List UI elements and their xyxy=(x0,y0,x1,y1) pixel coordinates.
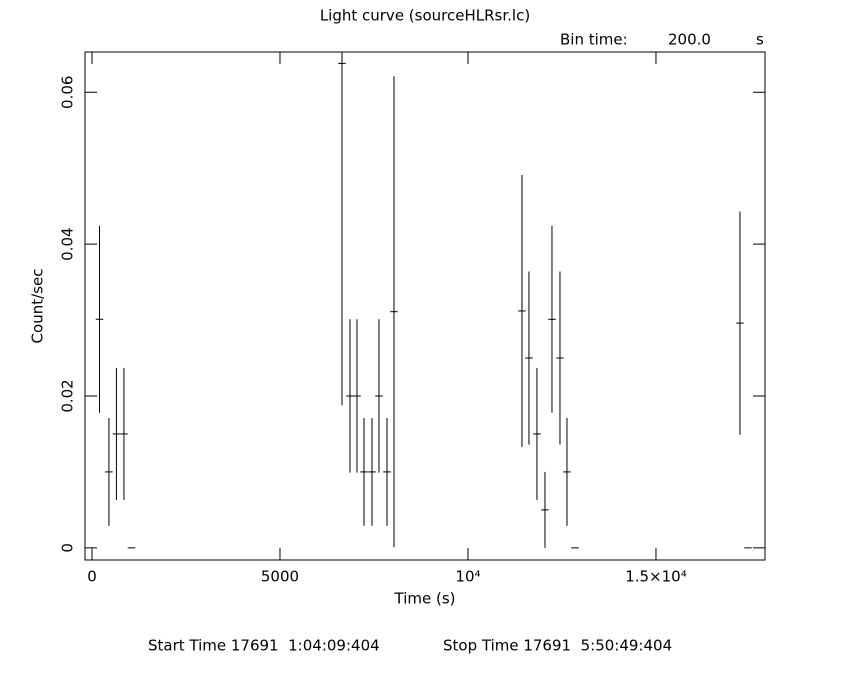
x-tick-label: 0 xyxy=(87,568,97,586)
stop-time: Stop Time 17691 5:50:49:404 xyxy=(443,637,672,655)
x-tick-label: 10⁴ xyxy=(455,568,480,586)
y-tick-label: 0.06 xyxy=(59,76,77,109)
y-tick-label: 0 xyxy=(59,543,77,553)
y-tick-label: 0.02 xyxy=(59,379,77,412)
bin-time-label: Bin time: xyxy=(560,31,628,49)
plot-frame xyxy=(84,51,766,561)
x-tick-label: 5000 xyxy=(261,568,299,586)
plot-area xyxy=(95,52,752,549)
bin-time-unit: s xyxy=(756,31,764,49)
x-tick-label: 1.5×10⁴ xyxy=(625,568,687,586)
y-tick-label: 0.04 xyxy=(59,227,77,260)
x-axis-label: Time (s) xyxy=(394,590,456,608)
y-axis-label: Count/sec xyxy=(29,269,47,344)
chart-title: Light curve (sourceHLRsr.lc) xyxy=(320,7,530,25)
bin-time-value: 200.0 xyxy=(668,31,711,49)
start-time: Start Time 17691 1:04:09:404 xyxy=(148,637,380,655)
